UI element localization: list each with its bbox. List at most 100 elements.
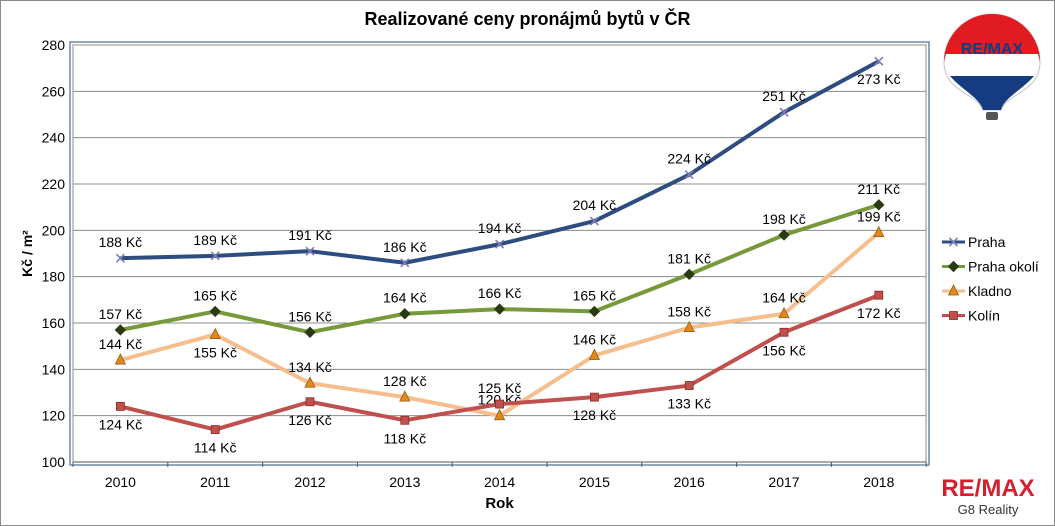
data-label: 191 Kč: [288, 227, 332, 243]
x-axis-title: Rok: [485, 495, 514, 512]
data-label: 181 Kč: [667, 250, 711, 266]
data-label: 126 Kč: [288, 412, 332, 428]
balloon-logo: RE/MAX: [943, 13, 1041, 120]
data-label: 114 Kč: [194, 440, 237, 456]
data-point: [495, 239, 505, 249]
data-label: 172 Kč: [857, 305, 901, 321]
legend: Praha Praha okolí Kladno Kolín: [942, 234, 1039, 324]
x-tick-label: 2015: [579, 474, 610, 490]
data-label: 146 Kč: [573, 331, 617, 347]
data-point: [588, 348, 601, 360]
data-label: 157 Kč: [99, 306, 143, 322]
data-label: 194 Kč: [478, 220, 522, 236]
data-point: [779, 327, 789, 337]
data-point: [493, 408, 506, 421]
data-point: [400, 415, 410, 425]
data-label: 144 Kč: [99, 336, 143, 352]
data-point: [210, 425, 220, 434]
data-point: [399, 390, 411, 402]
data-label: 118 Kč: [384, 430, 427, 446]
balloon-text: RE/MAX: [961, 41, 1024, 58]
data-label: 188 Kč: [99, 234, 143, 250]
y-tick-label: 240: [42, 130, 66, 146]
data-point: [947, 260, 960, 273]
legend-label: Kladno: [968, 283, 1012, 299]
data-point: [210, 251, 220, 261]
data-label: 166 Kč: [478, 285, 522, 301]
data-point: [948, 237, 959, 247]
data-point: [209, 327, 221, 339]
data-label: 211 Kč: [858, 181, 901, 197]
data-label: 124 Kč: [99, 416, 143, 432]
data-point: [683, 320, 695, 333]
y-tick-label: 180: [42, 269, 66, 285]
data-label: 158 Kč: [667, 304, 711, 320]
balloon-red-band: [944, 14, 1040, 62]
data-label: 186 Kč: [383, 239, 427, 255]
data-point: [779, 107, 789, 117]
data-label: 134 Kč: [288, 359, 332, 375]
data-point: [588, 305, 601, 318]
series-praha-okolí: 157 Kč 165 Kč 156 Kč 164 Kč 166 Kč 165 Kč 181 …: [99, 181, 901, 338]
x-tick-label: 2010: [105, 474, 136, 490]
legend-label: Praha: [968, 234, 1006, 250]
data-point: [684, 381, 694, 390]
data-label: 165 Kč: [573, 287, 617, 303]
data-label: 224 Kč: [667, 151, 711, 167]
data-label: 164 Kč: [762, 290, 806, 306]
series-kolín: 124 Kč 114 Kč 126 Kč 118 Kč 125 Kč 128 Kč 133 …: [99, 290, 901, 456]
data-point: [874, 290, 884, 300]
data-label: 125 Kč: [478, 380, 522, 396]
y-tick-label: 200: [42, 222, 66, 238]
y-tick-label: 280: [42, 37, 66, 53]
data-point: [590, 392, 599, 402]
data-point: [493, 303, 506, 315]
x-tick-label: 2013: [389, 474, 420, 490]
x-tick-label: 2018: [863, 474, 894, 490]
balloon-blue-band: [950, 76, 1034, 110]
y-tick-label: 100: [42, 454, 66, 470]
x-tick-label: 2016: [674, 474, 705, 490]
x-tick-label: 2014: [484, 474, 515, 490]
data-label: 199 Kč: [857, 209, 901, 225]
data-label: 156 Kč: [288, 308, 332, 324]
data-point: [305, 397, 315, 407]
data-point: [873, 199, 885, 211]
data-label: 133 Kč: [667, 396, 711, 412]
data-label: 204 Kč: [573, 197, 617, 213]
data-point: [947, 284, 960, 296]
data-point: [873, 225, 885, 238]
brand-block: RE/MAX G8 Reality: [933, 476, 1043, 518]
balloon-basket: [986, 112, 998, 120]
data-point: [305, 246, 315, 256]
series-praha: 188 Kč 189 Kč 191 Kč 186 Kč 194 Kč 204 Kč 224 …: [99, 56, 901, 268]
data-point: [209, 305, 221, 318]
data-point: [949, 311, 958, 320]
data-point: [778, 229, 790, 241]
data-label: 189 Kč: [193, 232, 237, 248]
data-label: 156 Kč: [762, 342, 806, 358]
legend-label: Kolín: [968, 308, 1000, 324]
data-point: [400, 258, 410, 268]
data-point: [683, 268, 695, 281]
data-label: 155 Kč: [193, 345, 237, 361]
data-label: 273 Kč: [857, 71, 901, 87]
data-point: [304, 326, 316, 338]
x-tick-label: 2012: [294, 474, 325, 490]
data-point: [399, 308, 411, 320]
data-label: 128 Kč: [383, 373, 427, 389]
data-point: [114, 324, 127, 336]
data-label: 165 Kč: [193, 287, 237, 303]
y-tick-label: 160: [42, 315, 66, 331]
y-tick-label: 140: [42, 361, 66, 377]
data-point: [114, 353, 127, 365]
y-tick-label: 120: [42, 408, 66, 424]
data-point: [778, 306, 790, 319]
data-point: [116, 401, 125, 411]
data-point: [115, 253, 125, 263]
brand-name: RE/MAX: [941, 475, 1035, 502]
y-tick-label: 260: [42, 83, 66, 99]
